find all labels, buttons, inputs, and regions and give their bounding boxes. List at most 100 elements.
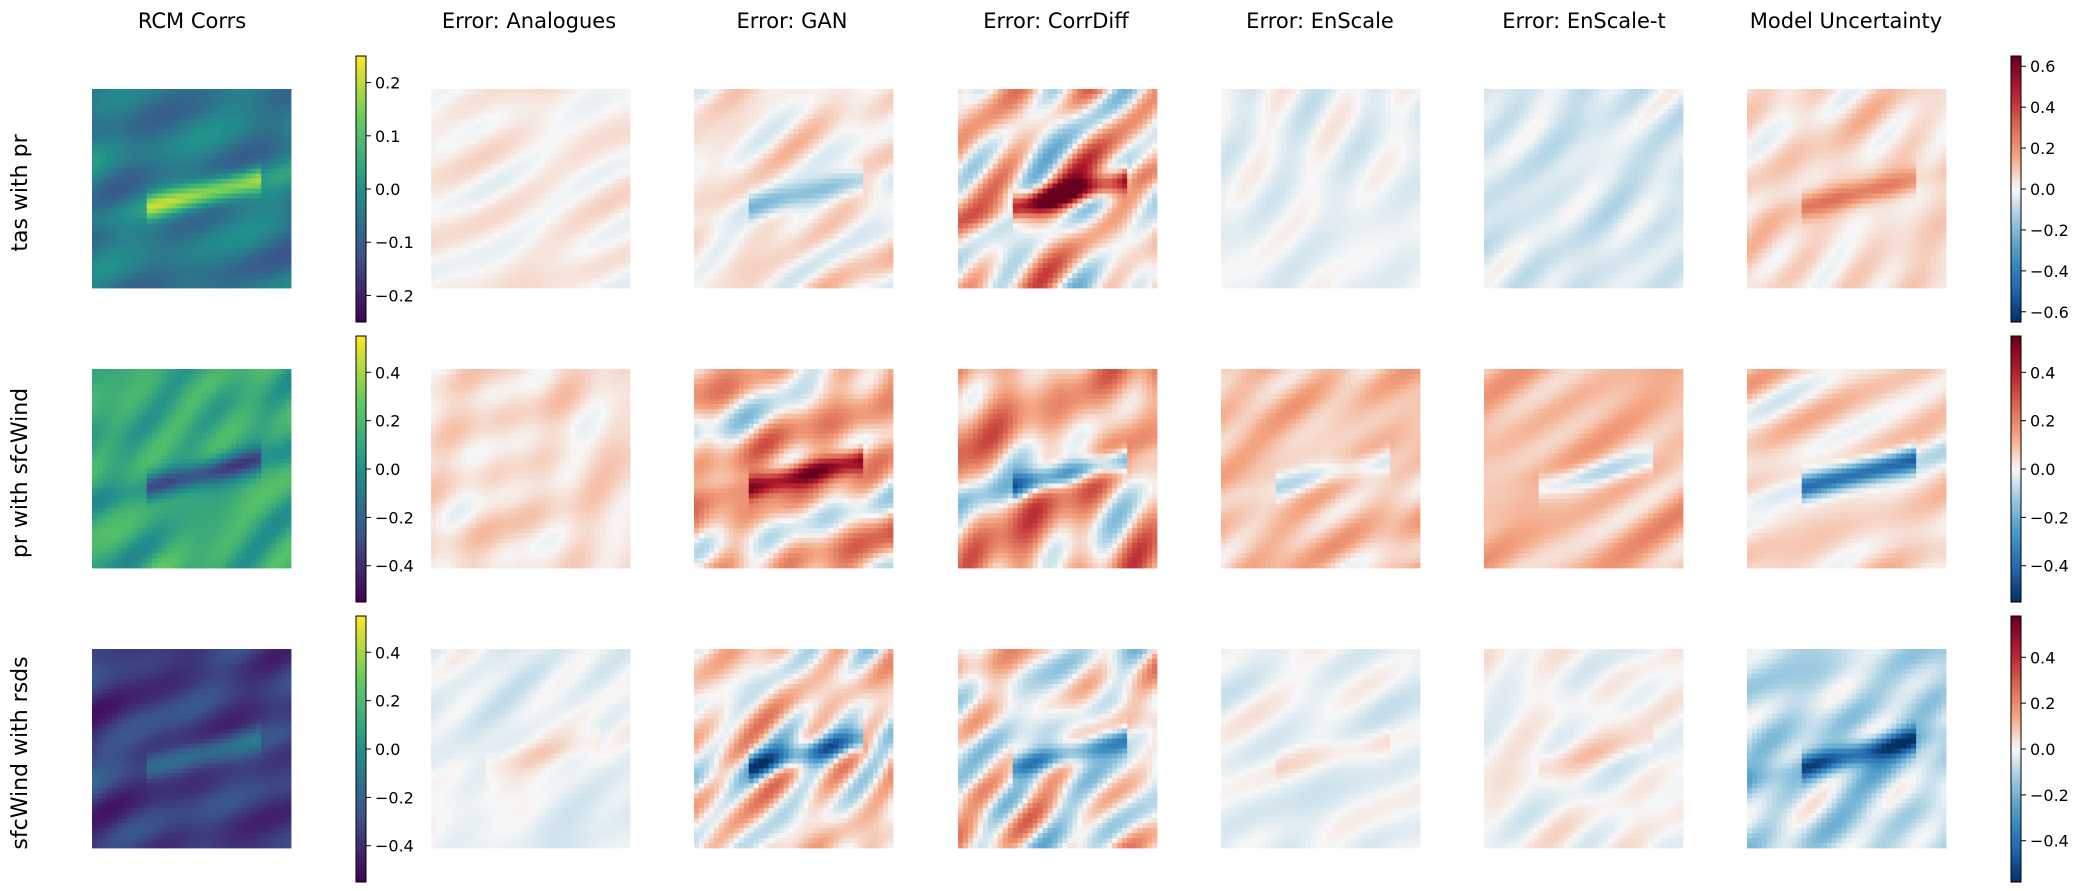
heatmap-cell: [803, 223, 808, 228]
heatmap-cell: [590, 233, 595, 238]
heatmap-cell: [769, 109, 774, 114]
heatmap-cell: [794, 119, 799, 124]
heatmap-cell: [744, 99, 749, 104]
heatmap-cell: [560, 198, 565, 203]
heatmap-cell: [759, 223, 764, 228]
heatmap-cell: [610, 283, 615, 288]
heatmap-cell: [526, 273, 531, 278]
heatmap-cell: [828, 189, 833, 194]
heatmap-cell: [206, 218, 211, 223]
heatmap-cell: [162, 164, 167, 169]
heatmap-cell: [724, 129, 729, 134]
heatmap-cell: [157, 243, 162, 248]
heatmap-cell: [192, 208, 197, 213]
heatmap-cell: [754, 159, 759, 164]
heatmap-cell: [182, 253, 187, 258]
heatmap-cell: [147, 89, 152, 94]
heatmap-cell: [794, 149, 799, 154]
heatmap-cell: [286, 203, 291, 208]
heatmap-cell: [122, 208, 127, 213]
heatmap-cell: [137, 139, 142, 144]
heatmap-cell: [759, 174, 764, 179]
heatmap-cell: [192, 228, 197, 233]
heatmap-cell: [246, 273, 251, 278]
heatmap-cell: [501, 99, 506, 104]
heatmap-cell: [511, 193, 516, 198]
heatmap-cell: [883, 164, 888, 169]
heatmap-cell: [182, 243, 187, 248]
heatmap-cell: [246, 189, 251, 194]
heatmap-cell: [540, 184, 545, 189]
heatmap-cell: [496, 104, 501, 109]
heatmap-cell: [246, 104, 251, 109]
heatmap-cell: [456, 223, 461, 228]
heatmap-cell: [764, 119, 769, 124]
heatmap-cell: [813, 213, 818, 218]
heatmap-cell: [531, 114, 536, 119]
heatmap-cell: [281, 218, 286, 223]
heatmap-cell: [585, 258, 590, 263]
heatmap-cell: [803, 174, 808, 179]
heatmap-cell: [92, 169, 97, 174]
heatmap-cell: [764, 124, 769, 129]
heatmap-cell: [843, 119, 848, 124]
heatmap-cell: [585, 89, 590, 94]
heatmap-cell: [451, 263, 456, 268]
heatmap-cell: [436, 134, 441, 139]
heatmap-cell: [734, 149, 739, 154]
heatmap-cell: [625, 283, 630, 288]
heatmap-cell: [446, 119, 451, 124]
heatmap-cell: [117, 213, 122, 218]
heatmap-cell: [540, 253, 545, 258]
heatmap-cell: [595, 218, 600, 223]
heatmap-cell: [92, 263, 97, 268]
heatmap-cell: [714, 174, 719, 179]
heatmap-cell: [276, 144, 281, 149]
heatmap-cell: [714, 104, 719, 109]
heatmap-cell: [774, 208, 779, 213]
heatmap-cell: [92, 248, 97, 253]
heatmap-cell: [481, 258, 486, 263]
heatmap-cell: [192, 104, 197, 109]
heatmap-cell: [545, 233, 550, 238]
heatmap-cell: [833, 104, 838, 109]
heatmap-cell: [206, 258, 211, 263]
heatmap-cell: [466, 99, 471, 104]
heatmap-cell: [853, 189, 858, 194]
heatmap-cell: [521, 273, 526, 278]
heatmap-cell: [848, 184, 853, 189]
heatmap-cell: [516, 283, 521, 288]
heatmap-cell: [590, 184, 595, 189]
heatmap-cell: [511, 208, 516, 213]
heatmap-cell: [526, 139, 531, 144]
heatmap-cell: [256, 154, 261, 159]
heatmap-cell: [486, 164, 491, 169]
heatmap-cell: [620, 263, 625, 268]
heatmap-cell: [535, 189, 540, 194]
heatmap-cell: [102, 94, 107, 99]
heatmap-cell: [231, 233, 236, 238]
heatmap-cell: [261, 278, 266, 283]
heatmap-cell: [466, 203, 471, 208]
heatmap-cell: [162, 203, 167, 208]
heatmap-cell: [709, 114, 714, 119]
heatmap-cell: [231, 248, 236, 253]
heatmap-cell: [545, 114, 550, 119]
heatmap-cell: [286, 228, 291, 233]
heatmap-cell: [266, 198, 271, 203]
heatmap-cell: [117, 179, 122, 184]
heatmap-cell: [231, 114, 236, 119]
heatmap-cell: [261, 174, 266, 179]
heatmap-cell: [843, 94, 848, 99]
heatmap-cell: [162, 184, 167, 189]
heatmap-cell: [823, 89, 828, 94]
heatmap-cell: [833, 144, 838, 149]
heatmap-cell: [177, 193, 182, 198]
heatmap-cell: [107, 139, 112, 144]
heatmap-cell: [764, 99, 769, 104]
heatmap-cell: [843, 213, 848, 218]
heatmap-cell: [206, 134, 211, 139]
heatmap-cell: [620, 223, 625, 228]
heatmap-cell: [724, 119, 729, 124]
heatmap-cell: [177, 119, 182, 124]
